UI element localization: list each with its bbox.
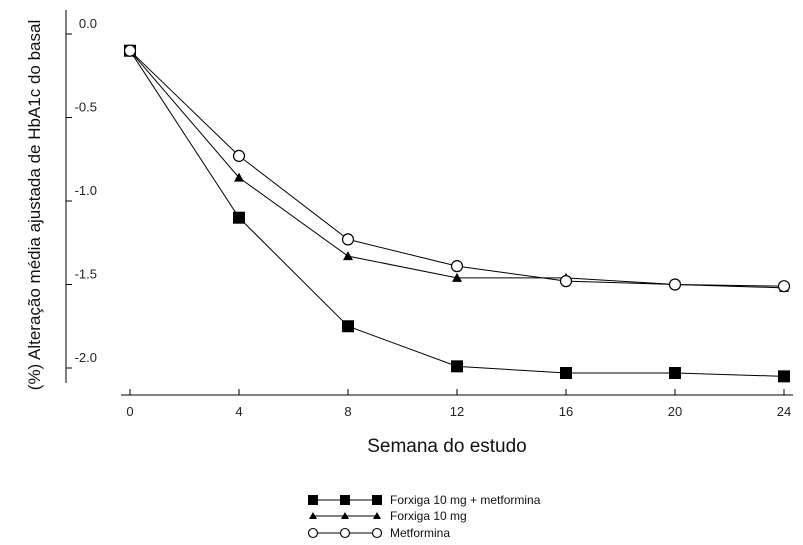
legend-label: Forxiga 10 mg + metformina xyxy=(390,493,541,507)
data-point xyxy=(343,251,353,261)
legend-marker xyxy=(340,495,350,505)
data-point xyxy=(559,275,573,288)
data-point xyxy=(341,233,355,246)
legend-label: Forxiga 10 mg xyxy=(390,509,467,523)
x-tick-label: 0 xyxy=(126,404,133,419)
legend-marker xyxy=(308,495,318,505)
x-tick-label: 4 xyxy=(235,404,242,419)
legend-marker xyxy=(371,527,383,539)
chart-axes xyxy=(65,10,793,396)
x-tick-label: 20 xyxy=(668,404,682,419)
data-point xyxy=(560,367,572,380)
legend-marker xyxy=(309,512,317,519)
legend-marker xyxy=(372,495,382,505)
y-tick-label: -0.5 xyxy=(75,100,97,115)
legend-marker xyxy=(373,512,381,519)
data-point xyxy=(669,367,681,380)
data-point xyxy=(452,272,462,282)
y-tick-label: -1.0 xyxy=(75,183,97,198)
legend-marker xyxy=(339,527,351,539)
data-point xyxy=(234,172,244,182)
x-axis-title: Semana do estudo xyxy=(367,436,527,457)
data-point xyxy=(232,149,246,163)
legend-marker xyxy=(341,512,349,519)
series-layer xyxy=(123,44,791,383)
data-point xyxy=(778,370,790,383)
legend-item-metformina: Metformina xyxy=(307,526,450,540)
series-forxiga-metformina xyxy=(124,44,790,383)
x-tick-group: 0 4 8 12 16 20 24 xyxy=(126,389,791,419)
y-tick-group: 0.0 -0.5 -1.0 -1.5 -2.0 xyxy=(66,16,97,369)
y-tick-label: 0.0 xyxy=(79,16,97,31)
legend-item-forxiga: Forxiga 10 mg xyxy=(309,509,467,523)
series-forxiga xyxy=(125,45,789,292)
data-point xyxy=(342,320,354,333)
data-point xyxy=(123,44,137,57)
series-line xyxy=(129,50,785,289)
x-tick-label: 12 xyxy=(450,404,464,419)
y-tick-label: -2.0 xyxy=(75,350,97,365)
data-point xyxy=(668,278,682,291)
series-metformina xyxy=(123,44,791,293)
y-axis-title: (%) Alteração média ajustada de HbA1c do… xyxy=(25,20,44,390)
legend-marker xyxy=(307,527,319,539)
x-tick-label: 8 xyxy=(344,404,351,419)
legend: Forxiga 10 mg + metformina Forxiga 10 mg M… xyxy=(307,493,541,540)
x-tick-label: 24 xyxy=(777,404,791,419)
legend-label: Metformina xyxy=(390,526,450,540)
legend-item-forxiga-metformina: Forxiga 10 mg + metformina xyxy=(308,493,541,507)
series-line xyxy=(129,50,785,377)
series-line xyxy=(129,50,785,287)
x-tick-label: 16 xyxy=(559,404,573,419)
data-point xyxy=(451,360,463,373)
data-point xyxy=(450,260,464,273)
data-point xyxy=(777,280,791,293)
y-tick-label: -1.5 xyxy=(75,267,97,282)
data-point xyxy=(233,211,245,224)
